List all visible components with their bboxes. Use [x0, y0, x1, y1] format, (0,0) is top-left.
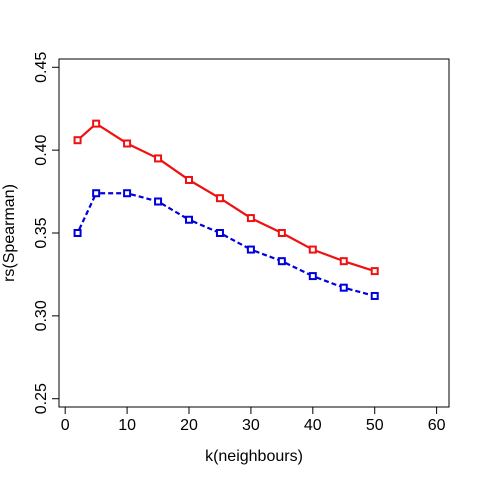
- series-line-segment: [98, 124, 125, 143]
- data-point: [123, 139, 132, 148]
- data-point: [154, 197, 163, 206]
- x-tick-label: 40: [304, 417, 322, 434]
- data-point: [215, 194, 224, 203]
- data-point: [215, 229, 224, 237]
- data-point: [339, 283, 348, 292]
- series-line-segment: [222, 233, 248, 249]
- data-point: [73, 229, 82, 237]
- series-line-segment: [316, 276, 341, 288]
- series-line-segment: [79, 125, 94, 139]
- y-tick-label: 0.30: [33, 300, 50, 331]
- series-line-segment: [222, 199, 249, 217]
- data-point: [246, 214, 255, 223]
- data-point: [185, 175, 193, 184]
- series-line-segment: [284, 233, 310, 249]
- x-tick-label: 60: [428, 417, 446, 434]
- data-point: [277, 257, 286, 266]
- data-point: [185, 215, 193, 224]
- series-line-segment: [160, 202, 187, 219]
- data-point: [339, 257, 348, 266]
- series-line-segment: [160, 159, 187, 179]
- data-point: [370, 291, 379, 300]
- y-tick-label: 0.45: [33, 52, 50, 83]
- series-2: [73, 189, 379, 300]
- series-line-segment: [316, 249, 341, 261]
- series-line-segment: [347, 287, 372, 296]
- series-line-segment: [254, 249, 279, 261]
- data-point: [154, 154, 163, 163]
- x-tick-label: 0: [61, 417, 70, 434]
- series-1: [73, 119, 379, 276]
- data-point: [92, 119, 101, 128]
- data-point: [277, 229, 286, 237]
- series-layer: [73, 119, 379, 300]
- data-point: [308, 245, 317, 254]
- y-tick-label: 0.25: [33, 383, 50, 414]
- series-line-segment: [130, 144, 155, 158]
- series-line-segment: [192, 220, 217, 233]
- data-point: [308, 272, 317, 281]
- data-point: [246, 245, 255, 254]
- series-line-segment: [191, 181, 218, 198]
- y-axis: 0.25 0.30 0.35 0.40 0.45: [33, 52, 60, 414]
- series-line-segment: [130, 193, 155, 202]
- x-axis: 0 10 20 30 40 50 60: [61, 406, 446, 434]
- x-axis-title: k(neighbours): [205, 448, 303, 465]
- y-tick-label: 0.40: [33, 134, 50, 165]
- plot-frame: [58, 58, 450, 408]
- x-tick-label: 10: [118, 417, 136, 434]
- data-point: [370, 267, 379, 276]
- series-line-segment: [284, 261, 310, 276]
- series-line-segment: [347, 261, 372, 271]
- x-tick-label: 20: [180, 417, 198, 434]
- y-axis-title: rs(Spearman): [1, 184, 18, 282]
- x-tick-label: 50: [366, 417, 384, 434]
- data-point: [73, 136, 82, 145]
- x-tick-label: 30: [242, 417, 260, 434]
- series-line-segment: [78, 196, 96, 230]
- data-point: [123, 189, 132, 198]
- series-line-segment: [254, 218, 279, 233]
- data-point: [92, 189, 101, 198]
- y-tick-label: 0.35: [33, 217, 50, 248]
